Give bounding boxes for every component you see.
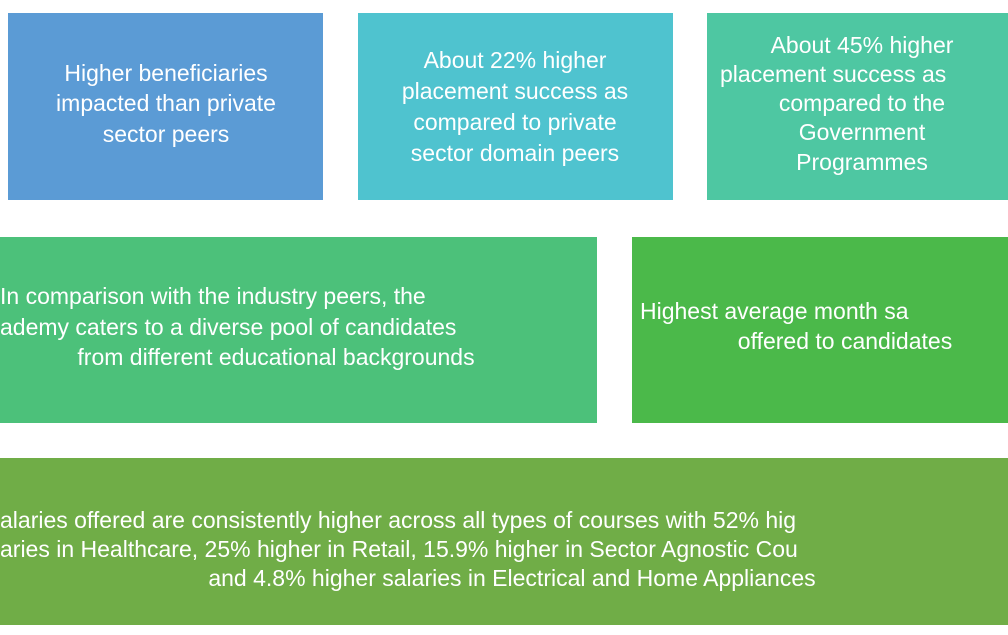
box-text: About 45% higher xyxy=(771,32,954,58)
box-text: compared to the xyxy=(779,90,945,116)
box xyxy=(358,13,673,200)
box-text: About 22% higher xyxy=(424,47,607,73)
box-text: and 4.8% higher salaries in Electrical a… xyxy=(208,565,815,591)
box-text: Programmes xyxy=(796,149,928,175)
box-text: Highest average month sa xyxy=(640,298,909,324)
box-text: In comparison with the industry peers, t… xyxy=(0,283,426,309)
box-text: from different educational backgrounds xyxy=(77,344,474,370)
box xyxy=(0,237,597,423)
box-text: aries in Healthcare, 25% higher in Retai… xyxy=(0,536,798,562)
box-text: Higher beneficiaries xyxy=(64,60,267,86)
box xyxy=(0,458,1008,625)
box-text: sector peers xyxy=(103,121,230,147)
box-text: placement success as xyxy=(720,61,946,87)
box-text: sector domain peers xyxy=(411,140,619,166)
box-text: placement success as xyxy=(402,78,628,104)
box-text: alaries offered are consistently higher … xyxy=(0,507,796,533)
box xyxy=(707,13,1008,200)
box xyxy=(8,13,323,200)
box-text: ademy caters to a diverse pool of candid… xyxy=(0,314,456,340)
box-text: compared to private xyxy=(413,109,616,135)
box-text: Government xyxy=(799,119,926,145)
box xyxy=(632,237,1008,423)
box-text: offered to candidates xyxy=(738,328,952,354)
box-text: impacted than private xyxy=(56,90,276,116)
